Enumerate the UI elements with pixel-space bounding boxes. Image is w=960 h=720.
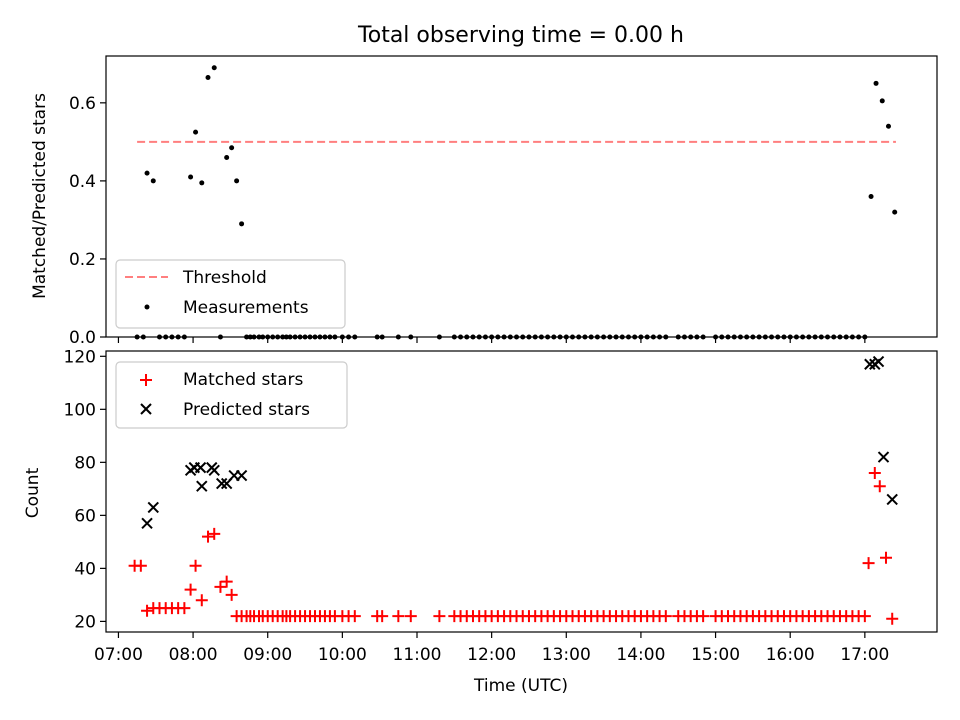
predicted-star-point xyxy=(141,517,153,530)
predicted-star-point xyxy=(877,451,890,463)
matched-star-point xyxy=(178,602,191,615)
x-tick-label: 16:00 xyxy=(766,645,815,665)
measurement-point xyxy=(193,129,199,135)
bottom-panel-y-axis-label: Count xyxy=(23,467,43,518)
x-tick-label: 17:00 xyxy=(840,645,889,665)
matched-star-point xyxy=(348,610,361,623)
top-panel-y-axis-label: Matched/Predicted stars xyxy=(30,93,50,299)
measurement-point xyxy=(234,178,240,184)
top-panel-ticks: 0.0 0.2 0.4 0.6 xyxy=(69,94,866,348)
x-tick-label: 08:00 xyxy=(169,645,218,665)
top-y-tick-label: 0.2 xyxy=(69,250,96,270)
matched-star-point xyxy=(220,575,233,588)
matched-star-point xyxy=(886,612,899,625)
matched-stars-legend-swatch xyxy=(140,374,152,386)
measurement-point xyxy=(150,178,156,184)
x-tick-label: 11:00 xyxy=(393,645,442,665)
x-tick-label: 15:00 xyxy=(691,645,740,665)
measurement-point xyxy=(239,221,245,227)
measurement-point xyxy=(211,65,217,71)
top-y-tick-label: 0.4 xyxy=(69,172,96,192)
top-legend: Threshold Measurements xyxy=(115,259,346,329)
predicted-star-point xyxy=(196,480,208,492)
matched-star-point xyxy=(214,580,227,593)
bottom-y-tick-label: 120 xyxy=(64,347,96,367)
threshold-legend-label: Threshold xyxy=(182,268,267,288)
measurement-point xyxy=(188,174,194,180)
bottom-y-tick-label: 20 xyxy=(74,612,96,632)
predicted-star-point xyxy=(864,358,876,370)
bottom-panel-ticks: 07:00 08:00 09:00 10:00 11:00 12:00 13:00 14:00… xyxy=(64,347,890,665)
matched-star-point xyxy=(404,610,417,623)
predicted-stars-points xyxy=(141,355,898,530)
measurement-point xyxy=(205,74,211,80)
top-y-tick-label: 0.6 xyxy=(69,94,96,114)
measurements-legend-swatch xyxy=(144,304,150,310)
x-tick-label: 07:00 xyxy=(94,645,143,665)
predicted-star-point xyxy=(886,493,898,506)
matched-star-point xyxy=(225,588,238,601)
matched-star-point xyxy=(879,551,892,564)
matched-star-point xyxy=(208,527,221,540)
matched-star-point xyxy=(873,480,886,493)
bottom-panel: 07:00 08:00 09:00 10:00 11:00 12:00 13:00 14:00… xyxy=(64,347,938,665)
x-tick-label: 14:00 xyxy=(616,645,665,665)
measurement-point xyxy=(199,180,205,186)
x-axis-label: Time (UTC) xyxy=(473,676,568,696)
x-tick-label: 12:00 xyxy=(467,645,516,665)
x-tick-label: 09:00 xyxy=(243,645,292,665)
top-legend-box xyxy=(115,259,346,329)
predicted-stars-legend-swatch xyxy=(140,403,152,415)
matched-star-point xyxy=(376,610,389,623)
top-panel-frame xyxy=(105,55,938,338)
measurements-legend-label: Measurements xyxy=(183,298,309,318)
matched-star-point xyxy=(433,610,446,623)
bottom-y-tick-label: 80 xyxy=(74,453,96,473)
matched-star-point xyxy=(659,610,672,623)
predicted-star-point xyxy=(194,461,207,474)
matched-star-point xyxy=(189,559,202,572)
chart-title: Total observing time = 0.00 h xyxy=(357,23,684,48)
top-panel: 0.0 0.2 0.4 0.6 Threshold Measurements xyxy=(69,55,938,348)
measurement-point xyxy=(873,80,879,86)
predicted-star-point xyxy=(147,501,159,514)
bottom-y-tick-label: 40 xyxy=(74,559,96,579)
predicted-stars-legend-label: Predicted stars xyxy=(183,400,310,420)
matched-star-point xyxy=(202,530,215,543)
matched-star-point xyxy=(134,559,147,572)
measurement-point xyxy=(879,98,885,104)
matched-star-point xyxy=(184,583,197,596)
matched-star-point xyxy=(141,604,154,617)
bottom-y-tick-label: 60 xyxy=(74,506,96,526)
x-tick-label: 10:00 xyxy=(318,645,367,665)
predicted-star-point xyxy=(872,355,885,368)
measurement-point xyxy=(892,209,898,215)
matched-stars-legend-label: Matched stars xyxy=(183,370,303,390)
matched-star-point xyxy=(858,610,871,623)
matched-stars-points xyxy=(128,466,899,625)
bottom-panel-frame xyxy=(105,350,938,633)
predicted-star-point xyxy=(235,469,248,482)
matched-star-point xyxy=(868,466,881,479)
measurement-point xyxy=(868,194,874,199)
bottom-y-tick-label: 100 xyxy=(64,400,96,420)
matched-star-point xyxy=(195,594,208,607)
measurement-point xyxy=(885,123,891,129)
measurement-point xyxy=(229,145,235,151)
matched-star-point xyxy=(862,557,875,570)
matched-star-point xyxy=(392,610,405,623)
measurement-point xyxy=(144,170,150,176)
predicted-star-point xyxy=(208,464,220,476)
bottom-legend-box xyxy=(115,361,348,429)
measurement-point xyxy=(224,154,230,160)
bottom-legend: Matched stars Predicted stars xyxy=(115,361,348,429)
matched-star-point xyxy=(697,610,710,623)
x-tick-label: 13:00 xyxy=(542,645,591,665)
predicted-star-point xyxy=(215,477,228,490)
top-y-tick-label: 0.0 xyxy=(69,328,96,348)
